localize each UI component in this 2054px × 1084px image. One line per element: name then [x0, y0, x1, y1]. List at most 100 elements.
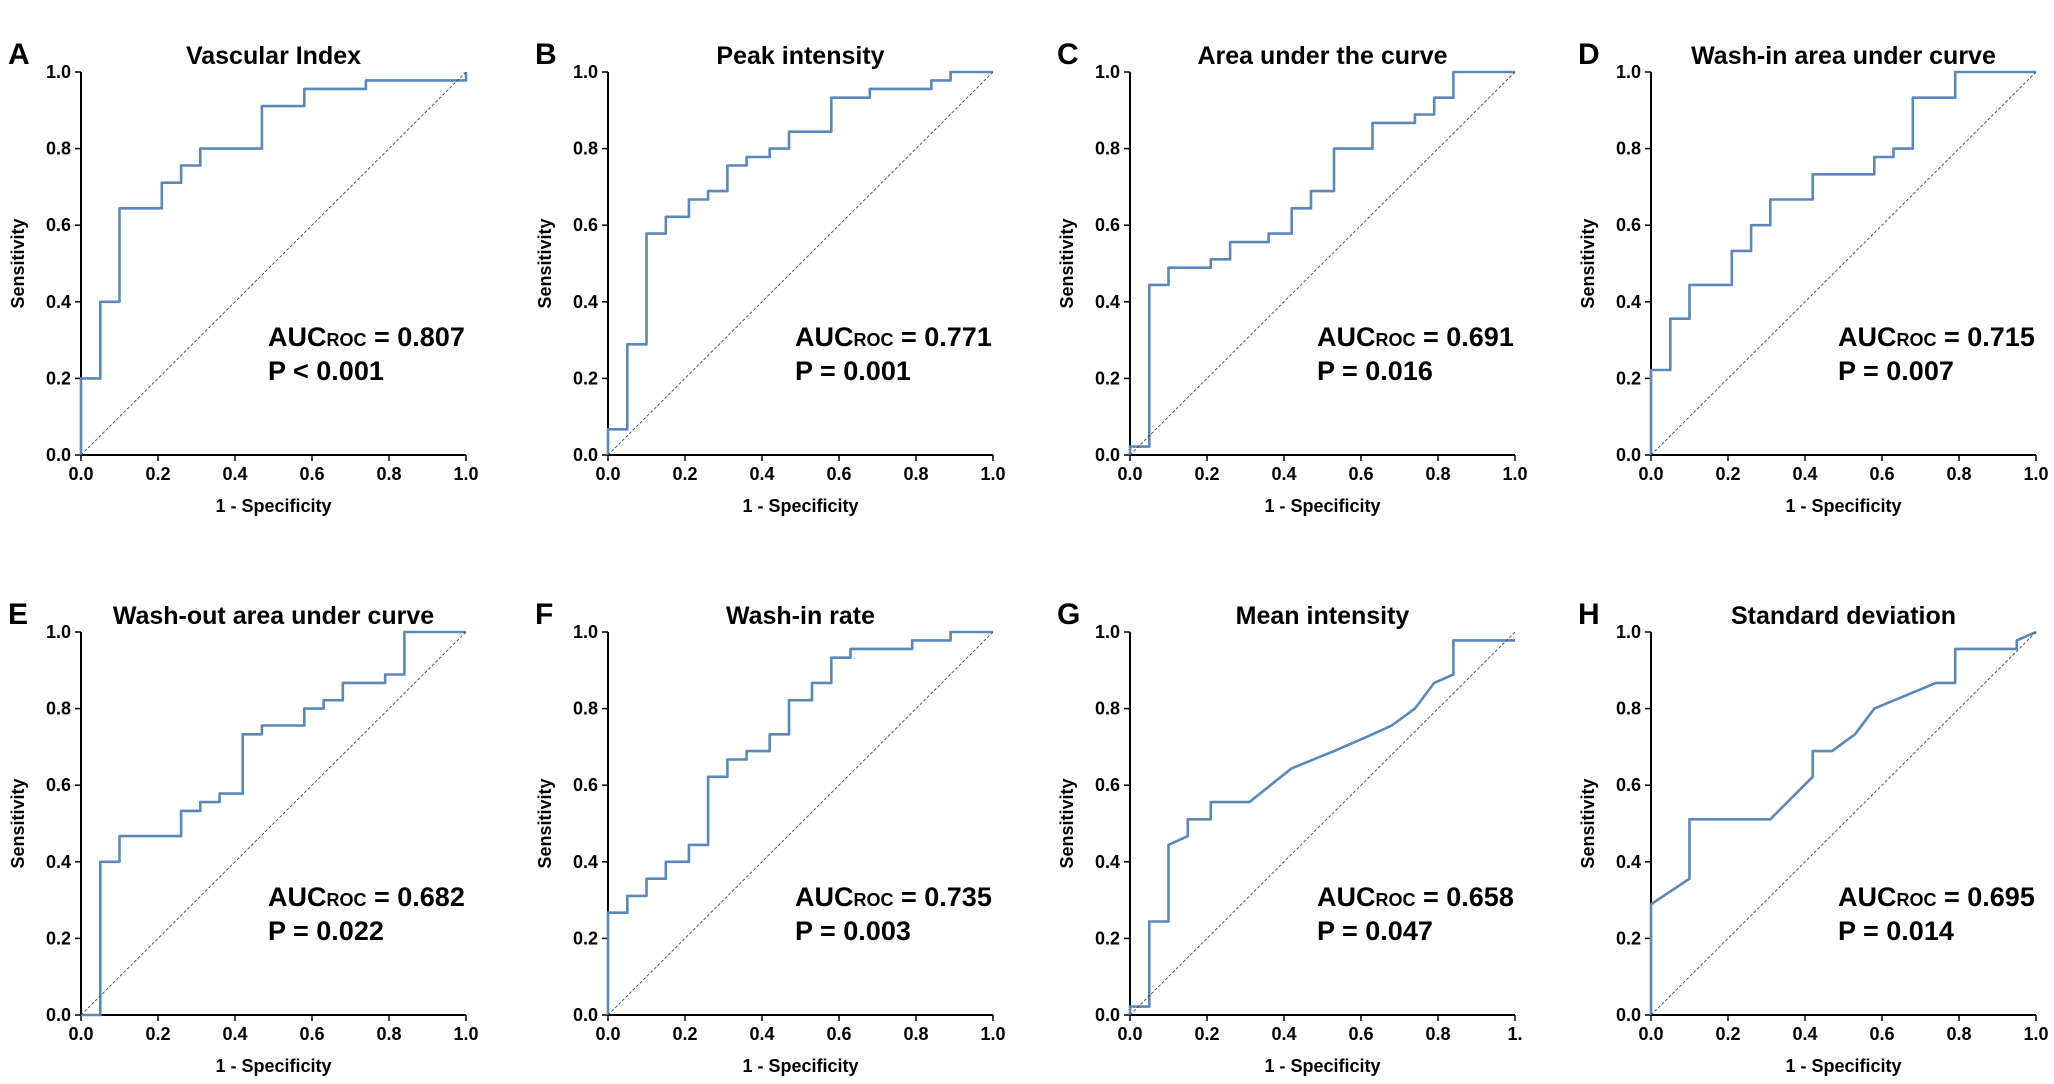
y-tick-label: 0.6	[1616, 215, 1641, 235]
reference-diagonal-line	[1650, 631, 2037, 1016]
y-tick-label: 0.0	[46, 1005, 71, 1025]
x-tick-label: 0.0	[595, 464, 620, 484]
x-tick-label: 0.8	[1946, 1024, 1971, 1044]
x-axis-label: 1 - Specificity	[1264, 496, 1380, 516]
y-tick-label: 0.8	[573, 139, 598, 159]
y-tick-label: 0.2	[573, 368, 598, 388]
y-tick-label: 0.8	[1616, 139, 1641, 159]
panel-letter: F	[535, 598, 553, 631]
y-tick-label: 1.0	[1095, 62, 1120, 82]
auc-subscript: ROC	[1897, 330, 1937, 350]
y-tick-label: 0.0	[1616, 445, 1641, 465]
auc-value: = 0.771	[894, 322, 992, 352]
y-tick-label: 0.0	[1095, 1005, 1120, 1025]
y-axis-label: Sensitivity	[535, 218, 555, 308]
panel-title: Wash-in rate	[726, 602, 875, 630]
reference-diagonal-line	[1129, 631, 1516, 1016]
reference-diagonal-line	[80, 631, 467, 1016]
auc-subscript: ROC	[1376, 330, 1416, 350]
roc-curve-line	[1128, 639, 1515, 1015]
y-axis-label: Sensitivity	[1057, 778, 1077, 868]
x-tick-label: 0.6	[1348, 464, 1373, 484]
auc-label: AUC	[1317, 322, 1376, 352]
x-tick-label: 0.0	[1638, 464, 1663, 484]
y-tick-label: 0.8	[1095, 139, 1120, 159]
y-tick-label: 0.2	[1616, 368, 1641, 388]
x-axis-label: 1 - Specificity	[1264, 1056, 1380, 1076]
panel-d: D Wash-in area under curve 0.0 0.2 0.4 0.6 0.8…	[1578, 38, 2049, 516]
p-value-annotation: P = 0.003	[795, 916, 911, 946]
x-tick-label: 0.2	[672, 464, 697, 484]
x-tick-label: 0.6	[1869, 464, 1894, 484]
auc-value: = 0.682	[367, 882, 465, 912]
x-tick-label: 0.8	[1425, 464, 1450, 484]
p-value-annotation: P = 0.047	[1317, 916, 1433, 946]
auc-annotation: AUCROC = 0.682	[268, 882, 465, 912]
y-tick-label: 0.6	[573, 215, 598, 235]
x-tick-label: 1.0	[453, 1024, 478, 1044]
y-axis-label: Sensitivity	[535, 778, 555, 868]
x-tick-label: 0.4	[222, 1024, 247, 1044]
x-axis-label: 1 - Specificity	[215, 496, 331, 516]
auc-annotation: AUCROC = 0.715	[1838, 322, 2035, 352]
y-tick-label: 0.8	[46, 139, 71, 159]
panel-b: B Peak intensity 0.0 0.2 0.4 0.6 0.8 1.0 0.0 0.2 0…	[535, 38, 1006, 516]
y-tick-label: 1.0	[1616, 62, 1641, 82]
p-value-annotation: P = 0.001	[795, 356, 911, 386]
x-tick-label: 1.0	[980, 1024, 1005, 1044]
panel-letter: A	[8, 38, 30, 71]
p-value-annotation: P = 0.022	[268, 916, 384, 946]
reference-diagonal-line	[80, 71, 467, 456]
y-tick-label: 0.4	[573, 292, 598, 312]
panel-title: Peak intensity	[716, 42, 884, 70]
auc-value: = 0.715	[1937, 322, 2035, 352]
x-tick-label: 0.4	[749, 464, 774, 484]
x-tick-label: 0.6	[826, 1024, 851, 1044]
panel-h: H Standard deviation 0.0 0.2 0.4 0.6 0.8 1.0 0.0…	[1578, 598, 2049, 1076]
x-tick-label: 0.6	[1869, 1024, 1894, 1044]
x-tick-label: 1.0	[453, 464, 478, 484]
y-tick-label: 0.6	[1095, 215, 1120, 235]
y-tick-label: 0.8	[1616, 699, 1641, 719]
auc-annotation: AUCROC = 0.695	[1838, 882, 2035, 912]
p-value-annotation: P = 0.007	[1838, 356, 1954, 386]
reference-diagonal-line	[1650, 71, 2037, 456]
x-tick-label: 0.4	[1792, 464, 1817, 484]
reference-diagonal-line	[1129, 71, 1516, 456]
x-tick-label: 0.6	[1348, 1024, 1373, 1044]
roc-curve-line	[606, 70, 993, 455]
y-tick-label: 0.4	[1095, 292, 1120, 312]
y-tick-label: 0.2	[1616, 928, 1641, 948]
auc-label: AUC	[795, 882, 854, 912]
y-tick-label: 1.0	[1616, 622, 1641, 642]
y-axis-label: Sensitivity	[1057, 218, 1077, 308]
x-axis-label: 1 - Specificity	[1785, 1056, 1901, 1076]
y-tick-label: 0.2	[1095, 928, 1120, 948]
y-tick-label: 0.4	[46, 292, 71, 312]
y-tick-label: 0.0	[46, 445, 71, 465]
x-tick-label: 0.0	[595, 1024, 620, 1044]
auc-label: AUC	[1838, 322, 1897, 352]
x-axis-label: 1 - Specificity	[215, 1056, 331, 1076]
y-tick-label: 0.2	[46, 928, 71, 948]
x-tick-label: 1.0	[980, 464, 1005, 484]
auc-value: = 0.807	[367, 322, 465, 352]
x-tick-label: 0.8	[903, 1024, 928, 1044]
x-tick-label: 0.4	[1792, 1024, 1817, 1044]
panel-letter: C	[1057, 38, 1079, 71]
x-tick-label: 1.0	[1502, 464, 1527, 484]
x-axis-label: 1 - Specificity	[742, 1056, 858, 1076]
y-axis-label: Sensitivity	[1578, 778, 1598, 868]
auc-annotation: AUCROC = 0.735	[795, 882, 992, 912]
x-tick-label: 0.8	[1946, 464, 1971, 484]
panel-title: Wash-in area under curve	[1691, 42, 1996, 70]
p-value-annotation: P = 0.016	[1317, 356, 1433, 386]
panel-title: Standard deviation	[1731, 602, 1956, 630]
panel-g: G Mean intensity 0.0 0.2 0.4 0.6 0.8 1.0 0.0 0.2 0…	[1057, 598, 1523, 1076]
x-tick-label: 0.6	[826, 464, 851, 484]
auc-subscript: ROC	[854, 890, 894, 910]
auc-subscript: ROC	[1897, 890, 1937, 910]
x-tick-label: 0.8	[903, 464, 928, 484]
auc-annotation: AUCROC = 0.807	[268, 322, 465, 352]
y-tick-label: 0.4	[1095, 852, 1120, 872]
